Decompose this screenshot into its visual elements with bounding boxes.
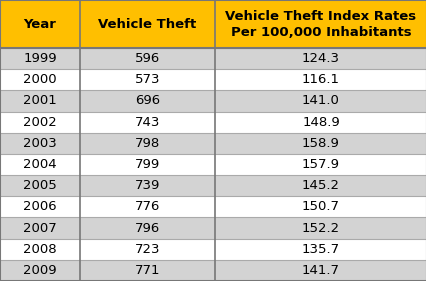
Bar: [215, 175, 426, 196]
Text: 150.7: 150.7: [301, 200, 339, 213]
Bar: [215, 112, 426, 133]
Text: 723: 723: [135, 243, 160, 256]
Bar: [0, 239, 80, 260]
Text: 2000: 2000: [23, 73, 57, 86]
Bar: [0, 90, 80, 112]
Text: 799: 799: [135, 158, 160, 171]
Bar: [0, 154, 80, 175]
Text: 2001: 2001: [23, 94, 57, 107]
Text: 796: 796: [135, 221, 160, 235]
Text: 152.2: 152.2: [301, 221, 339, 235]
Bar: [80, 0, 215, 48]
Bar: [80, 90, 215, 112]
Text: 2003: 2003: [23, 137, 57, 150]
Text: 148.9: 148.9: [302, 116, 339, 129]
Bar: [80, 239, 215, 260]
Bar: [0, 133, 80, 154]
Text: 771: 771: [135, 264, 160, 277]
Bar: [80, 260, 215, 281]
Text: 596: 596: [135, 52, 160, 65]
Text: 696: 696: [135, 94, 160, 107]
Text: 124.3: 124.3: [301, 52, 339, 65]
Text: 2004: 2004: [23, 158, 57, 171]
Bar: [215, 0, 426, 48]
Text: Year: Year: [23, 17, 56, 31]
Bar: [0, 217, 80, 239]
Bar: [80, 112, 215, 133]
Text: 135.7: 135.7: [301, 243, 339, 256]
Text: 743: 743: [135, 116, 160, 129]
Text: 145.2: 145.2: [301, 179, 339, 192]
Text: 1999: 1999: [23, 52, 57, 65]
Text: 573: 573: [135, 73, 160, 86]
Text: Vehicle Theft Index Rates
Per 100,000 Inhabitants: Vehicle Theft Index Rates Per 100,000 In…: [225, 10, 416, 38]
Bar: [215, 69, 426, 90]
Text: 141.7: 141.7: [301, 264, 339, 277]
Text: 776: 776: [135, 200, 160, 213]
Bar: [0, 175, 80, 196]
Bar: [215, 196, 426, 217]
Text: 2006: 2006: [23, 200, 57, 213]
Bar: [80, 154, 215, 175]
Bar: [0, 69, 80, 90]
Bar: [0, 196, 80, 217]
Bar: [215, 133, 426, 154]
Bar: [0, 48, 80, 69]
Text: 157.9: 157.9: [301, 158, 339, 171]
Bar: [80, 175, 215, 196]
Text: 158.9: 158.9: [301, 137, 339, 150]
Bar: [215, 260, 426, 281]
Bar: [0, 112, 80, 133]
Text: 798: 798: [135, 137, 160, 150]
Text: 739: 739: [135, 179, 160, 192]
Bar: [215, 48, 426, 69]
Bar: [215, 239, 426, 260]
Text: Vehicle Theft: Vehicle Theft: [98, 17, 196, 31]
Bar: [80, 133, 215, 154]
Text: 2007: 2007: [23, 221, 57, 235]
Bar: [0, 260, 80, 281]
Bar: [80, 48, 215, 69]
Text: 2005: 2005: [23, 179, 57, 192]
Text: 2002: 2002: [23, 116, 57, 129]
Text: 116.1: 116.1: [301, 73, 339, 86]
Bar: [215, 217, 426, 239]
Bar: [0, 0, 80, 48]
Bar: [80, 196, 215, 217]
Text: 2008: 2008: [23, 243, 57, 256]
Bar: [80, 69, 215, 90]
Text: 2009: 2009: [23, 264, 57, 277]
Bar: [80, 217, 215, 239]
Bar: [215, 90, 426, 112]
Text: 141.0: 141.0: [301, 94, 339, 107]
Bar: [215, 154, 426, 175]
